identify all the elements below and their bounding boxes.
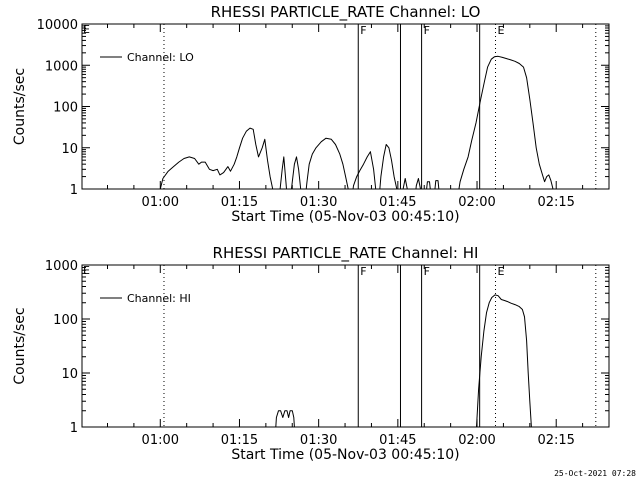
y-tick-label: 10 xyxy=(61,142,78,157)
chart-panel-1: RHESSI PARTICLE_RATE Channel: LO 1 10 100 10… xyxy=(12,3,610,225)
chart-legend: Channel: LO xyxy=(100,51,194,64)
x-tick-label: 01:30 xyxy=(300,195,337,210)
y-tick-label: 1000 xyxy=(45,59,78,74)
series-line-segment xyxy=(402,178,408,189)
data-series xyxy=(159,55,554,189)
x-tick-label: 02:00 xyxy=(458,433,495,448)
y-tick-label: 1 xyxy=(70,183,78,198)
legend-label: Channel: LO xyxy=(127,51,194,64)
series-line-segment xyxy=(275,410,295,427)
data-series xyxy=(275,294,532,427)
x-tick-label: 01:00 xyxy=(142,433,179,448)
x-tick-label: 02:15 xyxy=(537,433,574,448)
chart-legend: Channel: HI xyxy=(100,292,191,305)
legend-label: Channel: HI xyxy=(127,292,191,305)
flare-marker-label: F xyxy=(424,265,430,278)
y-tick-label: 100 xyxy=(53,101,78,116)
x-tick-label: 01:00 xyxy=(142,195,179,210)
y-tick-label: 10000 xyxy=(37,18,78,33)
x-tick-label: 02:15 xyxy=(537,195,574,210)
series-line-segment xyxy=(458,55,554,189)
series-line-segment xyxy=(379,144,398,189)
y-tick-label: 10 xyxy=(61,367,78,382)
edge-marker-label: E xyxy=(83,23,90,36)
chart-panel-2: RHESSI PARTICLE_RATE Channel: HI 1 10 100 10… xyxy=(12,244,610,463)
chart-title: RHESSI PARTICLE_RATE Channel: LO xyxy=(211,3,481,22)
flare-marker-label: F xyxy=(424,24,430,37)
series-line-segment xyxy=(305,137,349,189)
y-axis-label: Counts/sec xyxy=(12,68,28,145)
series-line-segment xyxy=(426,181,431,189)
series-line-segment xyxy=(415,178,422,189)
series-line-segment xyxy=(290,156,302,189)
x-tick-label: 01:15 xyxy=(221,195,258,210)
series-line-segment xyxy=(434,180,440,189)
x-axis-label: Start Time (05-Nov-03 00:45:10) xyxy=(231,209,459,225)
series-line-segment xyxy=(159,127,274,189)
y-tick-label: 1000 xyxy=(45,259,78,274)
y-tick-label: 1 xyxy=(70,421,78,436)
series-line-segment xyxy=(475,294,532,427)
x-tick-label: 01:15 xyxy=(221,433,258,448)
flare-marker-label: F xyxy=(360,24,366,37)
series-line-segment xyxy=(279,156,287,189)
y-tick-label: 100 xyxy=(53,313,78,328)
x-tick-label: 01:45 xyxy=(379,433,416,448)
chart-title: RHESSI PARTICLE_RATE Channel: HI xyxy=(213,244,479,263)
x-tick-label: 01:30 xyxy=(300,433,337,448)
edge-marker-label: E xyxy=(83,264,90,277)
x-axis-label: Start Time (05-Nov-03 00:45:10) xyxy=(231,447,459,463)
generation-timestamp: 25-Oct-2021 07:28 xyxy=(554,469,636,478)
event-marker-label: E xyxy=(498,265,505,278)
series-line-segment xyxy=(352,151,377,189)
x-tick-label: 01:45 xyxy=(379,195,416,210)
x-tick-label: 02:00 xyxy=(458,195,495,210)
flare-marker-label: F xyxy=(360,265,366,278)
y-axis-label: Counts/sec xyxy=(12,307,28,384)
event-marker-label: E xyxy=(498,24,505,37)
